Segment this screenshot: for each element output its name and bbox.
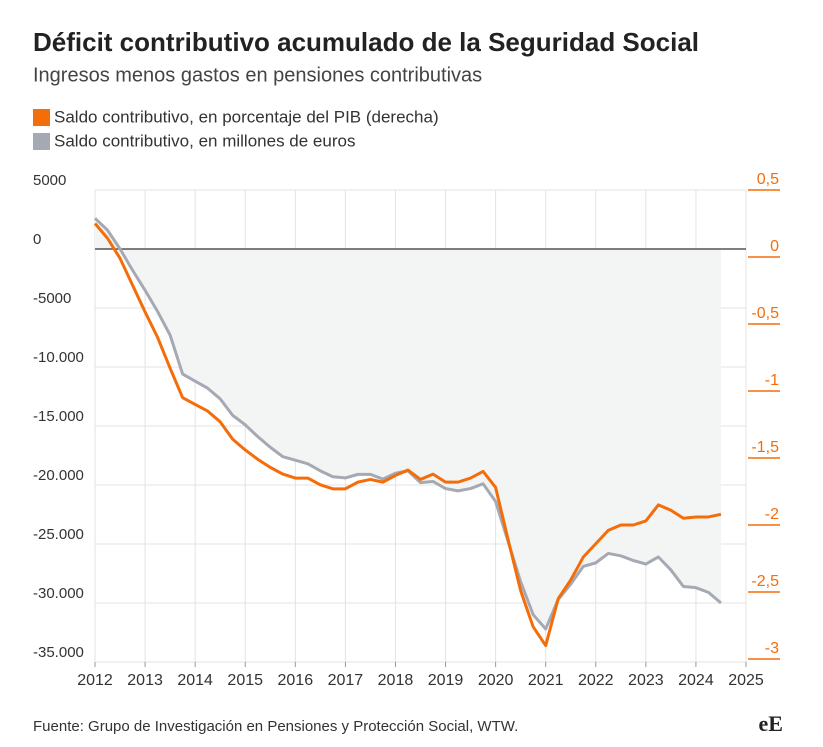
y2-tick-label: -2 (765, 506, 779, 523)
chart-subtitle: Ingresos menos gastos en pensiones contr… (33, 64, 482, 86)
line (93, 222, 722, 648)
y-tick-label: -15.000 (33, 408, 84, 425)
legend-label: Saldo contributivo, en millones de euros (54, 131, 355, 150)
y-tick-label: 5000 (33, 172, 66, 189)
x-tick-label: 2023 (628, 672, 664, 689)
x-tick-label: 2018 (378, 672, 414, 689)
y2-tick-label: -3 (765, 640, 779, 657)
legend-swatch (33, 109, 50, 126)
y-tick-label: -5000 (33, 290, 71, 307)
legend-swatch (33, 133, 50, 150)
source: Fuente: Grupo de Investigación en Pensio… (33, 718, 518, 735)
y-tick-label: -30.000 (33, 585, 84, 602)
y2-tick-label: -1,5 (751, 439, 779, 456)
y2-tick-label: -1 (765, 372, 779, 389)
x-tick-label: 2021 (528, 672, 564, 689)
y-tick-label: -25.000 (33, 526, 84, 543)
x-tick-label: 2025 (728, 672, 764, 689)
logo: eE (759, 711, 783, 736)
y2-tick-label: -0,5 (751, 305, 779, 322)
y2-tick-label: 0 (770, 238, 779, 255)
y-tick-label: 0 (33, 231, 41, 248)
x-tick-label: 2015 (227, 672, 263, 689)
x-tick-label: 2017 (328, 672, 364, 689)
y2-tick-label: 0,5 (757, 171, 779, 188)
x-tick-label: 2024 (678, 672, 714, 689)
x-tick-label: 2013 (127, 672, 163, 689)
x-tick-label: 2022 (578, 672, 614, 689)
y-tick-label: -20.000 (33, 467, 84, 484)
area (95, 218, 721, 629)
y-tick-label: -35.000 (33, 644, 84, 661)
x-tick-label: 2020 (478, 672, 514, 689)
x-tick-label: 2012 (77, 672, 113, 689)
x-tick-label: 2019 (428, 672, 464, 689)
chart-title: Déficit contributivo acumulado de la Seg… (33, 27, 699, 57)
y-tick-label: -10.000 (33, 349, 84, 366)
x-tick-label: 2016 (278, 672, 314, 689)
legend-label: Saldo contributivo, en porcentaje del PI… (54, 107, 439, 126)
y2-tick-label: -2,5 (751, 573, 779, 590)
x-tick-label: 2014 (177, 672, 213, 689)
